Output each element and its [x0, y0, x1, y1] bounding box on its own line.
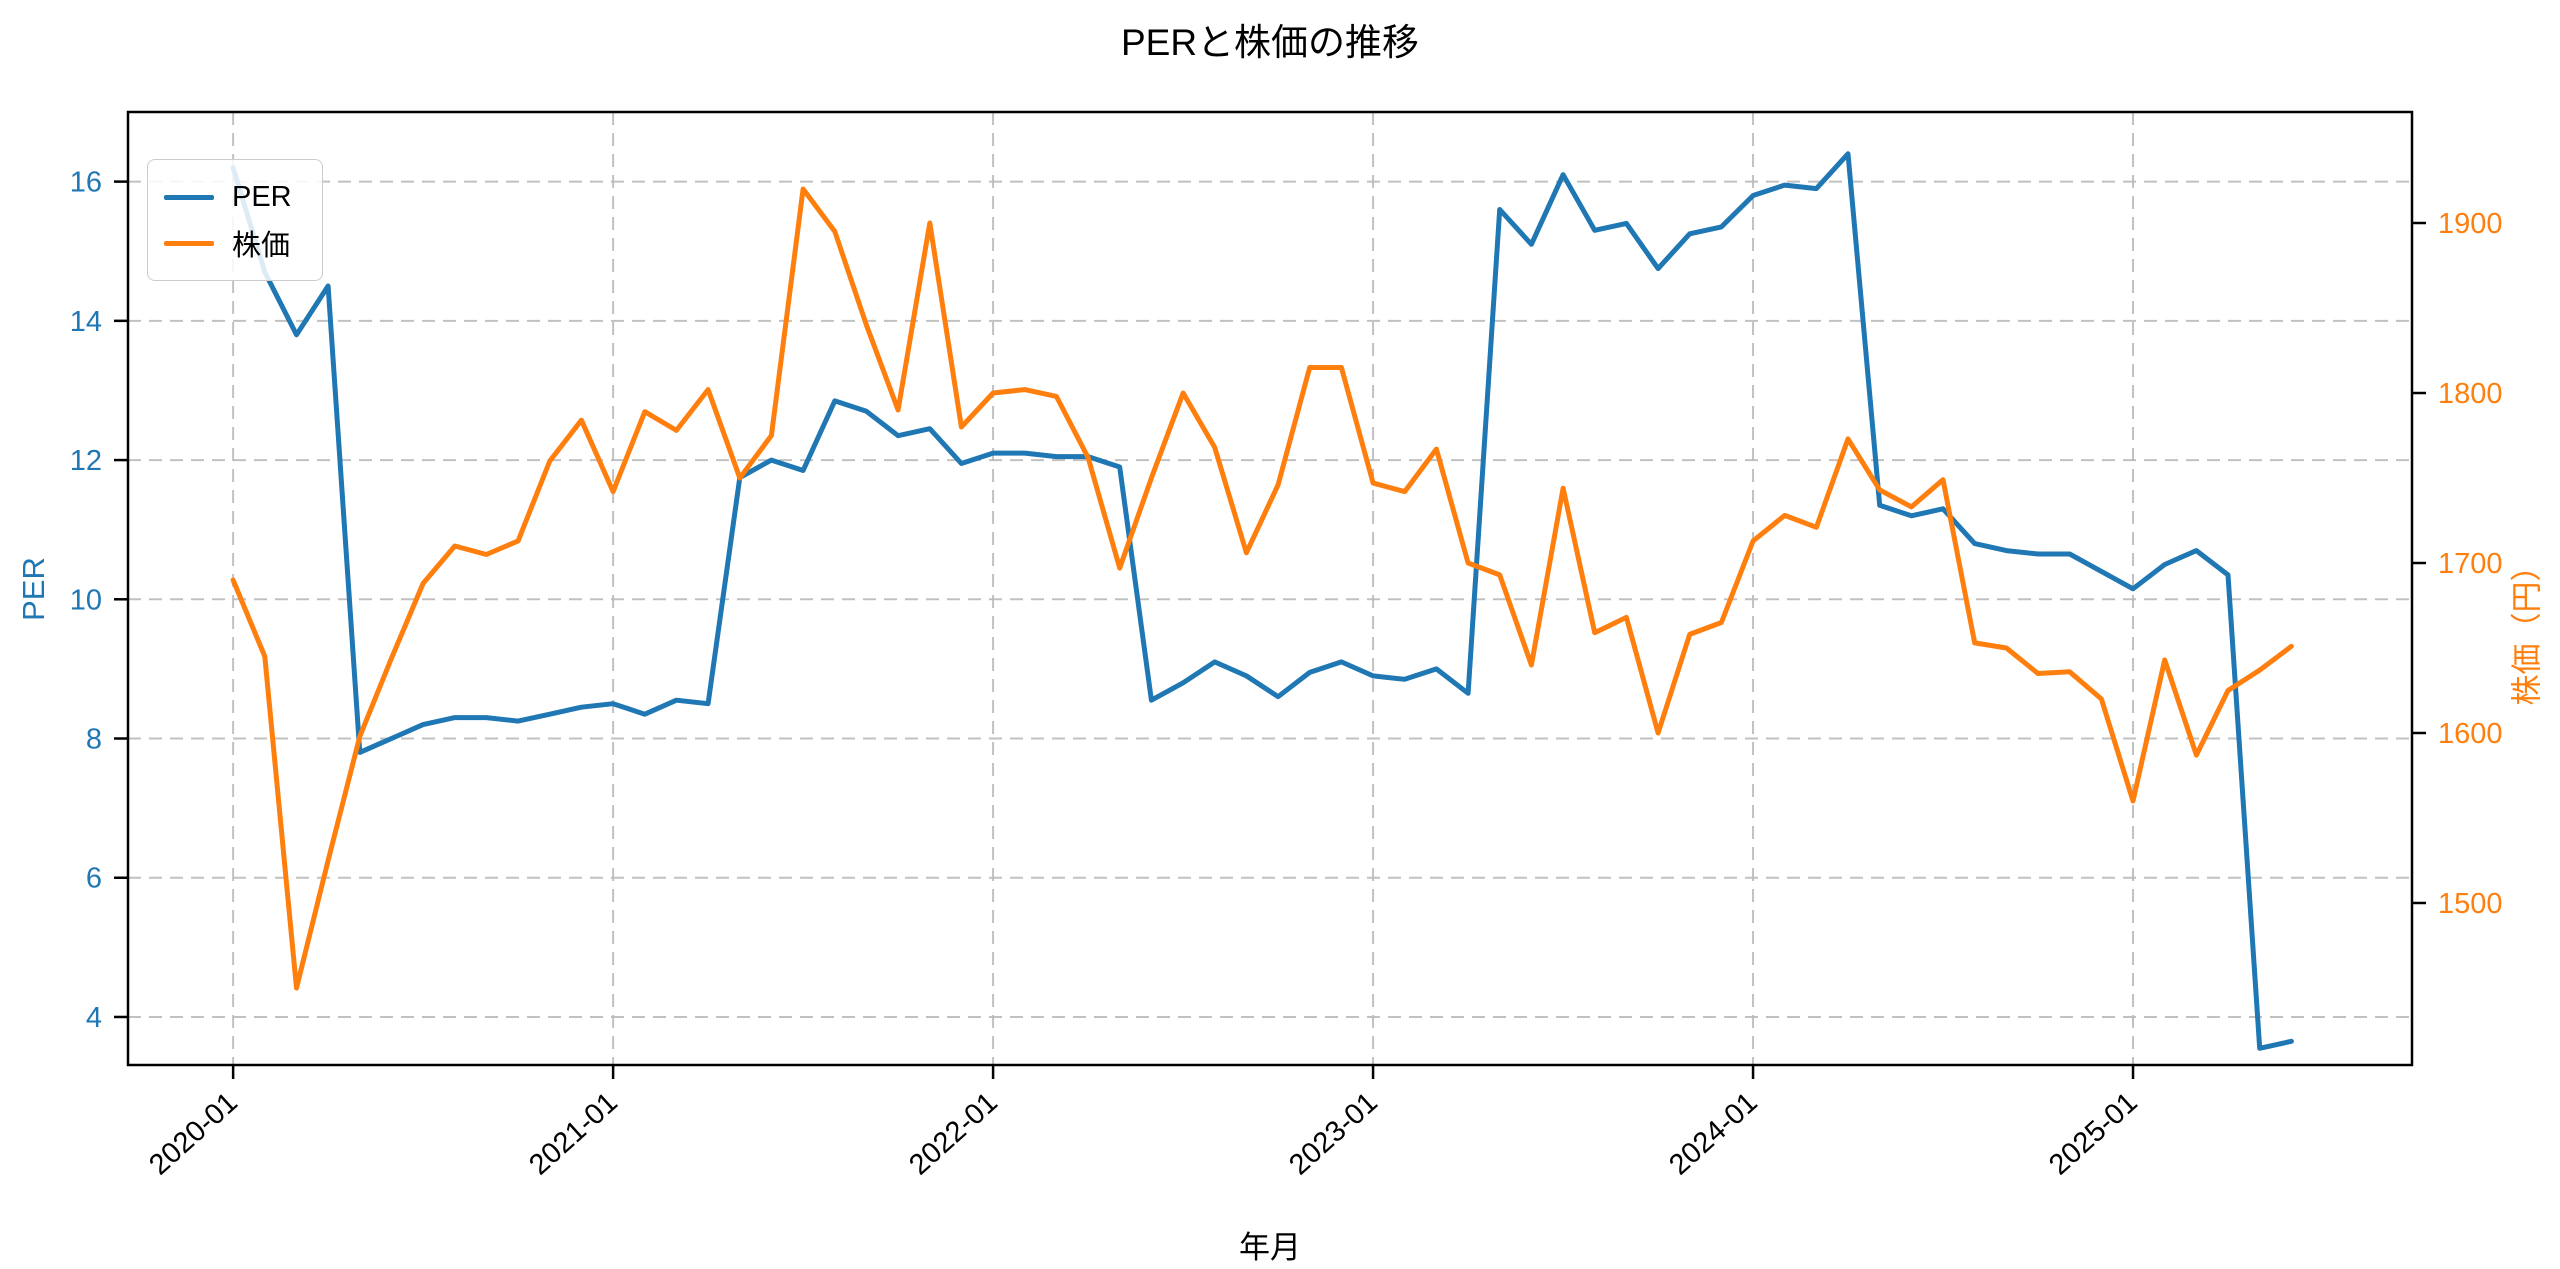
y-left-tick-label: 6 [86, 863, 102, 895]
price-line-series [230, 186, 2294, 991]
legend-item-per: PER [164, 174, 306, 220]
y-right-tick-label: 1500 [2438, 888, 2503, 920]
y-axis-label-left: PER [16, 557, 51, 621]
legend-label-price: 株価 [232, 230, 291, 262]
y-left-tick-label: 14 [70, 306, 102, 338]
x-tick-label: 2022-01 [903, 1086, 1004, 1181]
y-axis-label-right: 株価（円） [2509, 550, 2545, 706]
y-left-tick-label: 12 [70, 445, 102, 477]
y-right-tick-label: 1600 [2438, 718, 2503, 750]
per-line-swatch [164, 194, 214, 200]
y-left-tick-label: 4 [86, 1002, 102, 1034]
x-tick-label: 2021-01 [523, 1086, 624, 1181]
y-left-tick-label: 16 [70, 167, 102, 199]
x-tick-label: 2024-01 [1663, 1086, 1764, 1181]
chart-legend: PER 株価 [147, 159, 323, 281]
x-axis-label: 年月 [1239, 1230, 1301, 1265]
y-left-tick-label: 8 [86, 724, 102, 756]
y-right-tick-label: 1900 [2438, 208, 2503, 240]
y-right-tick-label: 1800 [2438, 378, 2503, 410]
plot-background [128, 112, 2412, 1065]
x-tick-label: 2020-01 [143, 1086, 244, 1181]
x-tick-label: 2023-01 [1283, 1086, 1384, 1181]
legend-item-price: 株価 [164, 220, 306, 266]
plot-border [126, 110, 2414, 1067]
price-line-swatch [164, 240, 214, 246]
y-right-tick-label: 1700 [2438, 548, 2503, 580]
x-tick-label: 2025-01 [2043, 1086, 2144, 1181]
chart-title: PERと株価の推移 [1120, 22, 1420, 63]
y-left-tick-label: 10 [70, 584, 102, 616]
legend-label-per: PER [232, 180, 292, 213]
